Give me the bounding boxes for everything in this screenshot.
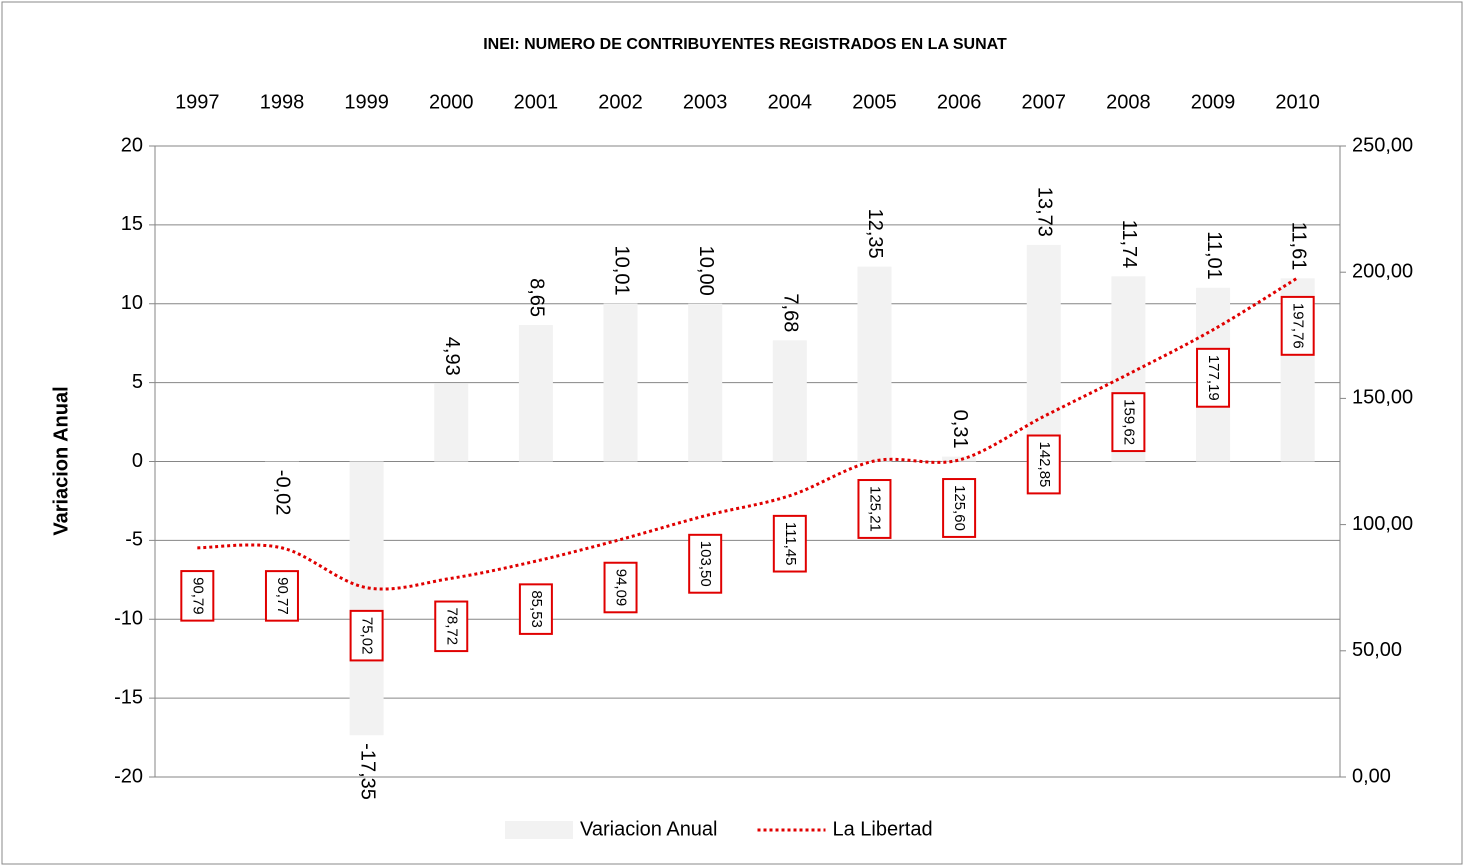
x-tick-label: 2003 [683, 91, 728, 113]
line-value-label: 111,45 [782, 522, 799, 566]
line-value-label: 90,77 [274, 577, 291, 615]
line-value-label: 85,53 [528, 590, 545, 628]
y-tick-label: 5 [132, 371, 143, 393]
y2-tick-label: 50,00 [1352, 639, 1402, 661]
y2-tick-label: 250,00 [1352, 134, 1413, 156]
line-value-label: 197,76 [1290, 303, 1307, 349]
y2-tick-label: 0,00 [1352, 765, 1391, 787]
line-value-label: 159,62 [1120, 399, 1137, 445]
bar [857, 266, 892, 462]
y-tick-label: 20 [121, 134, 143, 156]
bar-value-label: -0,02 [272, 470, 294, 516]
x-tick-label: 1997 [175, 91, 220, 113]
bar-value-label: 11,01 [1203, 231, 1225, 280]
x-tick-label: 2000 [429, 91, 474, 113]
bar-value-label: -17,35 [356, 743, 378, 800]
line-label-box [180, 570, 215, 622]
line-value-label: 177,19 [1205, 355, 1222, 401]
bar-value-label: 10,00 [695, 246, 717, 296]
y-tick-label: -15 [114, 686, 143, 708]
line-value-label: 94,09 [613, 569, 630, 607]
legend-label: La Libertad [833, 818, 933, 840]
bar [434, 383, 469, 462]
line-value-label: 125,60 [951, 485, 968, 531]
bar-value-label: 4,93 [441, 337, 463, 376]
line-label-box [1196, 347, 1231, 408]
bar-value-label: 0,31 [949, 410, 971, 449]
x-tick-label: 2002 [598, 91, 643, 113]
bar [518, 325, 553, 462]
x-tick-label: 2005 [852, 91, 897, 113]
bar [349, 461, 384, 736]
x-tick-label: 2009 [1191, 91, 1236, 113]
bar-value-label: 13,73 [1033, 187, 1055, 237]
x-tick-label: 2007 [1022, 91, 1067, 113]
y-tick-label: 15 [121, 213, 143, 235]
bar-value-label: 11,61 [1287, 222, 1309, 271]
bar-value-label: 7,68 [780, 293, 802, 332]
legend-swatch [505, 821, 573, 839]
y-tick-label: -10 [114, 608, 143, 630]
bar-value-label: 12,35 [864, 209, 886, 259]
y2-tick-label: 100,00 [1352, 513, 1413, 535]
y-tick-label: -20 [114, 765, 143, 787]
line-label-box [1111, 392, 1146, 453]
x-tick-label: 1999 [344, 91, 389, 113]
bar [1026, 244, 1061, 462]
y-tick-label: 0 [132, 450, 143, 472]
line-label-box [1280, 295, 1315, 356]
line-label-box [603, 561, 638, 614]
x-tick-label: 2001 [514, 91, 559, 113]
line-label-box [434, 600, 469, 653]
y2-tick-label: 150,00 [1352, 387, 1413, 409]
line-label-box [518, 583, 553, 635]
x-tick-label: 2008 [1106, 91, 1151, 113]
line-label-box [857, 479, 892, 539]
bar [772, 340, 807, 462]
bar [942, 456, 977, 462]
line-label-box [942, 478, 977, 538]
chart-title: INEI: NUMERO DE CONTRIBUYENTES REGISTRAD… [483, 36, 1007, 53]
line [197, 276, 1299, 591]
line-label-box [349, 609, 384, 662]
y-axis-label: Variacion Anual [50, 386, 72, 535]
x-tick-label: 2010 [1275, 91, 1320, 113]
line-label-box [688, 533, 723, 594]
line-value-label: 142,85 [1036, 442, 1053, 488]
x-tick-label: 1998 [260, 91, 305, 113]
line-value-label: 75,02 [359, 617, 376, 655]
legend-label: Variacion Anual [580, 818, 718, 840]
bar-value-label: 10,01 [610, 246, 632, 296]
line-value-label: 103,50 [697, 541, 714, 587]
line-value-label: 78,72 [443, 608, 460, 646]
bar-value-label: 11,74 [1118, 220, 1140, 269]
line-label-box [1026, 434, 1061, 495]
bar-value-label: 8,65 [526, 278, 548, 317]
line-value-label: 125,21 [866, 486, 883, 532]
x-tick-label: 2006 [937, 91, 982, 113]
x-tick-label: 2004 [768, 91, 813, 113]
line-label-box [264, 570, 299, 622]
line-value-label: 90,79 [189, 577, 206, 615]
y-tick-label: 10 [121, 292, 143, 314]
y-tick-label: -5 [125, 529, 143, 551]
line-label-box [772, 514, 807, 573]
bar [688, 303, 723, 462]
bar [603, 303, 638, 462]
y2-tick-label: 200,00 [1352, 260, 1413, 282]
